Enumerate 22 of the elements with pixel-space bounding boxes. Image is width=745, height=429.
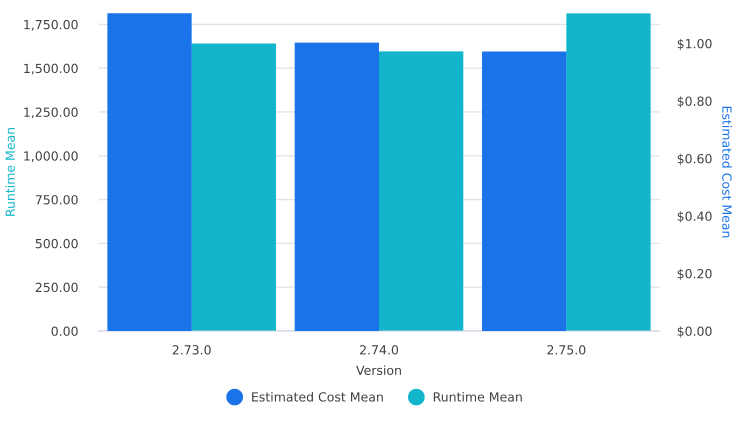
x-tick-label: 2.74.0	[360, 345, 398, 355]
x-tick-label: 2.73.0	[172, 345, 211, 355]
y2-tick-label: $0.20	[678, 268, 712, 280]
y-tick-label: 0.00	[52, 326, 78, 336]
legend-label: Runtime Mean	[434, 392, 522, 402]
y2-axis-title: Estimated Cost Mean	[722, 106, 732, 238]
y-tick-label: 250.00	[36, 282, 78, 292]
x-axis-title: Version	[356, 365, 401, 375]
y-tick-label: 1,000.00	[24, 151, 78, 162]
y2-tick-label: $0.40	[678, 211, 712, 223]
y-tick-label: 1,500.00	[24, 64, 78, 74]
legend-label: Estimated Cost Mean	[252, 392, 383, 402]
y-tick-label: 500.00	[36, 238, 78, 248]
x-tick-label: 2.75.0	[547, 345, 586, 355]
y-tick-label: 1,750.00	[24, 20, 78, 31]
y2-tick-label: $0.60	[678, 154, 712, 166]
y2-tick-label: $1.00	[678, 38, 712, 50]
y-tick-label: 750.00	[36, 195, 78, 205]
y2-tick-label: $0.80	[678, 96, 712, 108]
y-tick-label: 1,250.00	[24, 107, 78, 118]
y2-tick-label: $0.00	[678, 326, 712, 338]
y-axis-title: Runtime Mean	[5, 128, 15, 216]
